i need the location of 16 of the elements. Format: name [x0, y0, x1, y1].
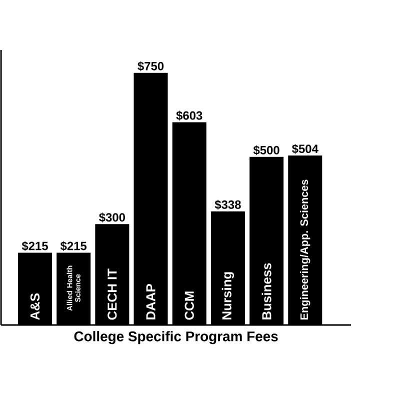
x-tick-label: CCM: [184, 292, 194, 320]
data-label: $300: [99, 212, 125, 222]
data-label: $338: [214, 200, 241, 210]
data-label: $750: [138, 61, 164, 72]
data-label: $603: [176, 110, 202, 121]
x-tick-label: DAAP: [146, 284, 156, 320]
x-tick-label: Nursing: [222, 272, 234, 320]
x-tick-label: Engineering/App. Sciences: [300, 180, 310, 320]
x-axis-title: College Specific Program Fees: [74, 331, 278, 344]
data-label: $500: [253, 145, 280, 156]
x-tick-label: A&S: [30, 293, 40, 320]
x-tick-label: Business: [262, 263, 272, 320]
data-label: $504: [292, 144, 318, 154]
data-label: $215: [60, 241, 87, 251]
x-tick-label: CECH IT: [108, 268, 117, 320]
data-label: $215: [22, 241, 48, 251]
